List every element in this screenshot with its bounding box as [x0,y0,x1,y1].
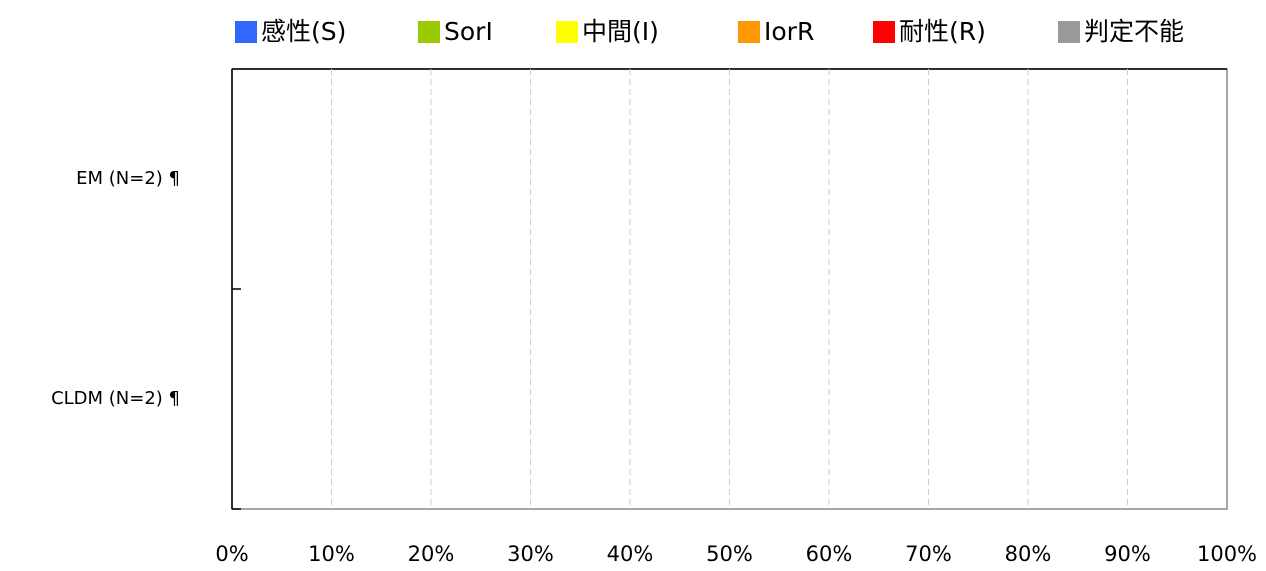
x-tick-label: 20% [408,542,455,566]
x-tick-label: 70% [905,542,952,566]
legend-swatch [873,21,895,43]
x-tick-label: 100% [1197,542,1257,566]
legend-label: 判定不能 [1084,17,1184,46]
legend-label: 中間(I) [582,17,659,46]
y-tick-label: CLDM (N=2) ¶ [51,388,180,409]
legend-label: SorI [444,17,493,46]
x-tick-label: 90% [1104,542,1151,566]
y-tick-label: EM (N=2) ¶ [76,168,180,189]
legend-label: IorR [764,17,814,46]
x-tick-label: 50% [706,542,753,566]
x-tick-label: 0% [215,542,248,566]
legend-swatch [418,21,440,43]
legend-swatch [1058,21,1080,43]
legend-swatch [235,21,257,43]
legend-label: 耐性(R) [899,17,986,46]
x-tick-label: 60% [806,542,853,566]
legend-swatch [738,21,760,43]
legend-label: 感性(S) [261,17,346,46]
x-tick-label: 80% [1005,542,1052,566]
x-tick-label: 40% [607,542,654,566]
x-tick-label: 10% [308,542,355,566]
x-tick-label: 30% [507,542,554,566]
legend-swatch [556,21,578,43]
